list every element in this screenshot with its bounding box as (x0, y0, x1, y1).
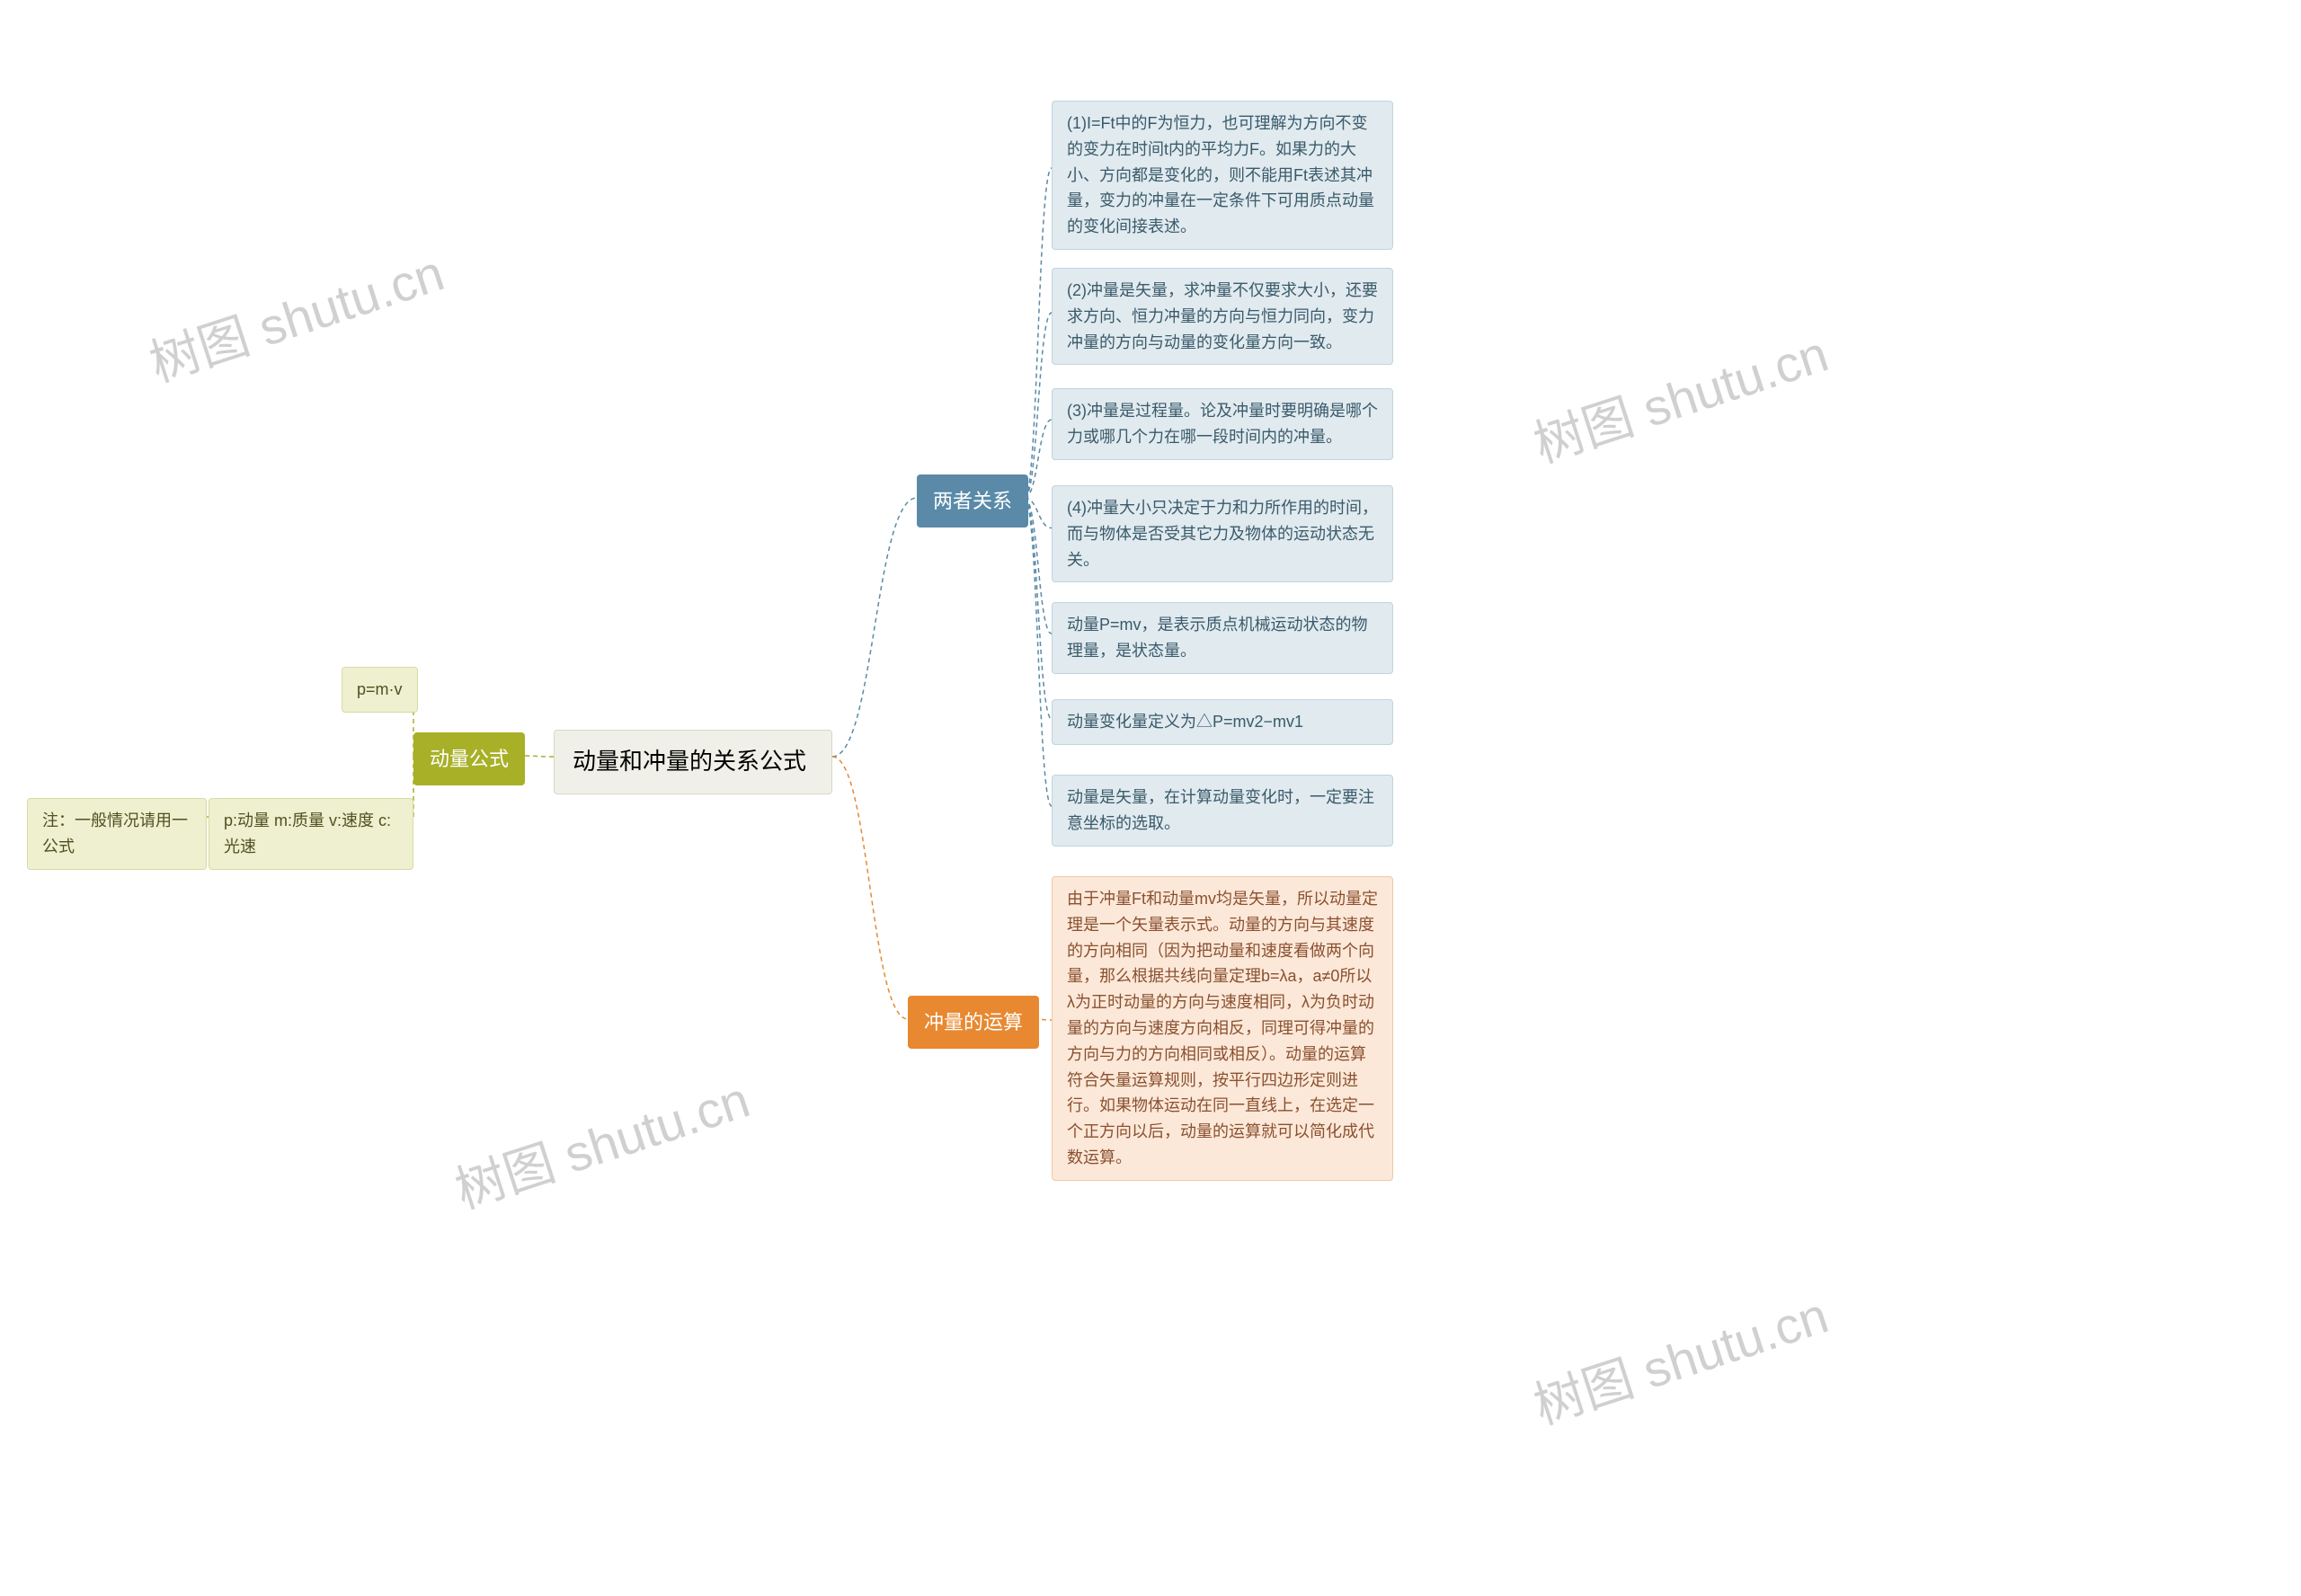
leaf-note[interactable]: 注：一般情况请用一公式 (27, 798, 207, 870)
leaf-rel-6[interactable]: 动量变化量定义为△P=mv2−mv1 (1052, 699, 1393, 745)
leaf-rel-7[interactable]: 动量是矢量，在计算动量变化时，一定要注意坐标的选取。 (1052, 775, 1393, 847)
leaf-rel-5[interactable]: 动量P=mv，是表示质点机械运动状态的物理量，是状态量。 (1052, 602, 1393, 674)
leaf-rel-3[interactable]: (3)冲量是过程量。论及冲量时要明确是哪个力或哪几个力在哪一段时间内的冲量。 (1052, 388, 1393, 460)
leaf-p-mv[interactable]: p=m·v (342, 667, 418, 713)
watermark: 树图 shutu.cn (1524, 314, 1836, 477)
leaf-rel-4[interactable]: (4)冲量大小只决定于力和力所作用的时间，而与物体是否受其它力及物体的运动状态无… (1052, 485, 1393, 582)
leaf-impulse-text[interactable]: 由于冲量Ft和动量mv均是矢量，所以动量定理是一个矢量表示式。动量的方向与其速度… (1052, 876, 1393, 1181)
branch-relationship[interactable]: 两者关系 (917, 474, 1028, 528)
branch-momentum-formula[interactable]: 动量公式 (413, 732, 525, 785)
watermark: 树图 shutu.cn (139, 233, 452, 396)
leaf-rel-2[interactable]: (2)冲量是矢量，求冲量不仅要求大小，还要求方向、恒力冲量的方向与恒力同向，变力… (1052, 268, 1393, 365)
leaf-rel-1[interactable]: (1)I=Ft中的F为恒力，也可理解为方向不变的变力在时间t内的平均力F。如果力… (1052, 101, 1393, 250)
watermark: 树图 shutu.cn (1524, 1275, 1836, 1439)
leaf-symbols[interactable]: p:动量 m:质量 v:速度 c:光速 (209, 798, 413, 870)
watermark: 树图 shutu.cn (445, 1060, 758, 1223)
root-node[interactable]: 动量和冲量的关系公式 (554, 730, 832, 794)
branch-impulse-calc[interactable]: 冲量的运算 (908, 996, 1039, 1049)
